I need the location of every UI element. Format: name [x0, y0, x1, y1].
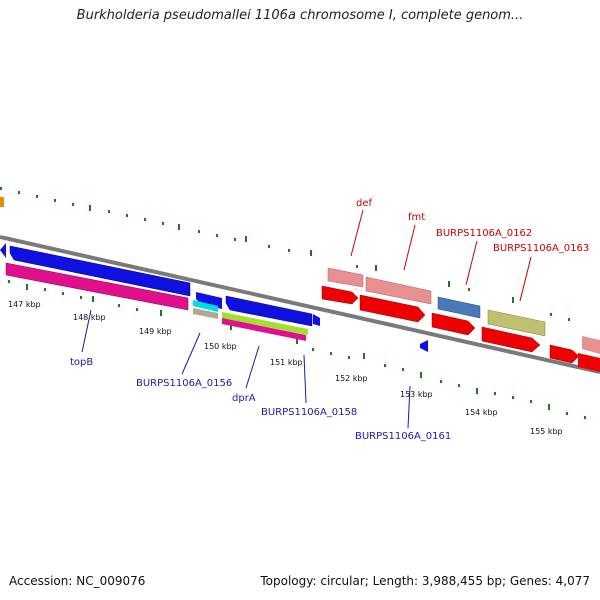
- map-title: Burkholderia pseudomallei 1106a chromoso…: [76, 8, 524, 23]
- cyan-gene[interactable]: [193, 300, 218, 312]
- red-gene-4[interactable]: [481, 326, 541, 353]
- topb-gene[interactable]: [9, 245, 191, 297]
- label-burps1106a-0158[interactable]: BURPS1106A_0158: [261, 407, 357, 418]
- forward-labels: def fmt BURPS1106A_0162 BURPS1106A_0163: [356, 198, 589, 254]
- tick-track-inner: [8, 280, 586, 419]
- red-gene-6[interactable]: [578, 353, 600, 372]
- label-burps1106a-0162[interactable]: BURPS1106A_0162: [436, 228, 532, 239]
- label-dpra[interactable]: dprA: [232, 393, 256, 404]
- small-blue-gene[interactable]: [313, 314, 320, 326]
- def-gene[interactable]: [327, 267, 364, 288]
- reverse-labels: topB BURPS1106A_0156 dprA BURPS1106A_015…: [70, 357, 451, 442]
- label-burps1106a-0161[interactable]: BURPS1106A_0161: [355, 431, 451, 442]
- scale-label-148: 148 kbp: [73, 313, 106, 322]
- red-gene-5[interactable]: [549, 344, 580, 364]
- scale-label-149: 149 kbp: [139, 327, 172, 336]
- forward-strand-genes: [321, 267, 600, 372]
- gene-arrow-left-edge[interactable]: [0, 243, 6, 258]
- reverse-label-lines: [81, 309, 411, 429]
- accession-text: Accession: NC_009076: [9, 574, 146, 588]
- gene-0162[interactable]: [437, 296, 481, 319]
- tick-track-outer: [0, 187, 570, 321]
- label-burps1106a-0163[interactable]: BURPS1106A_0163: [493, 243, 589, 254]
- scale-label-152: 152 kbp: [335, 374, 368, 383]
- label-topb[interactable]: topB: [70, 357, 93, 368]
- scale-label-150: 150 kbp: [204, 342, 237, 351]
- label-def[interactable]: def: [356, 198, 373, 209]
- tan-gene[interactable]: [193, 308, 218, 319]
- gene-0158-arrow[interactable]: [225, 295, 313, 327]
- orange-feature[interactable]: [0, 197, 4, 207]
- scale-labels: 147 kbp 148 kbp 149 kbp 150 kbp 151 kbp …: [8, 300, 563, 436]
- forward-label-lines: [350, 209, 532, 302]
- genome-summary-text: Topology: circular; Length: 3,988,455 bp…: [260, 574, 590, 588]
- scale-label-151: 151 kbp: [270, 358, 303, 367]
- red-gene-2[interactable]: [359, 294, 426, 323]
- label-burps1106a-0156[interactable]: BURPS1106A_0156: [136, 378, 232, 389]
- label-fmt[interactable]: fmt: [408, 212, 425, 223]
- pink-gene-upper[interactable]: [5, 262, 189, 311]
- fmt-gene[interactable]: [365, 276, 432, 305]
- scale-label-153: 153 kbp: [400, 390, 433, 399]
- backbone: [0, 235, 600, 374]
- scale-label-147: 147 kbp: [8, 300, 41, 309]
- scale-label-155: 155 kbp: [530, 427, 563, 436]
- lime-gene[interactable]: [222, 312, 308, 335]
- gene-0163[interactable]: [487, 309, 546, 337]
- reverse-strand-genes: [0, 243, 428, 352]
- pink-gene-lower[interactable]: [222, 318, 306, 341]
- red-gene-1[interactable]: [321, 285, 359, 305]
- red-gene-3[interactable]: [431, 312, 476, 336]
- pink-gene-right-edge[interactable]: [582, 336, 600, 354]
- scale-label-154: 154 kbp: [465, 408, 498, 417]
- gene-0161-arrow[interactable]: [420, 340, 428, 352]
